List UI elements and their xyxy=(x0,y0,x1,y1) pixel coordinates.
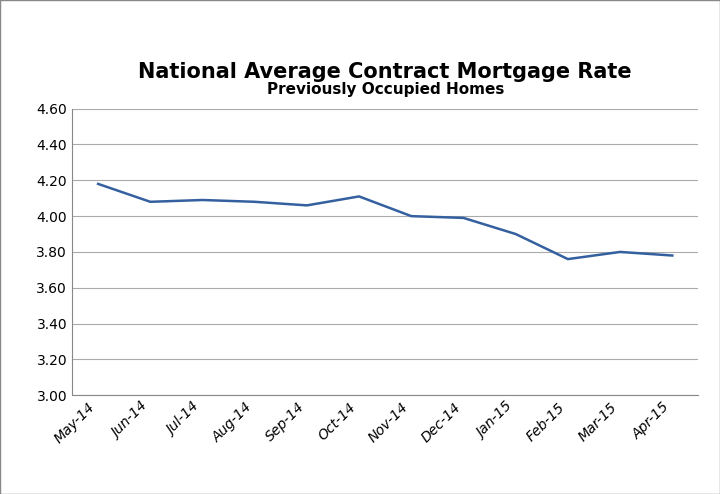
Text: Previously Occupied Homes: Previously Occupied Homes xyxy=(266,82,504,97)
Title: National Average Contract Mortgage Rate: National Average Contract Mortgage Rate xyxy=(138,62,632,82)
